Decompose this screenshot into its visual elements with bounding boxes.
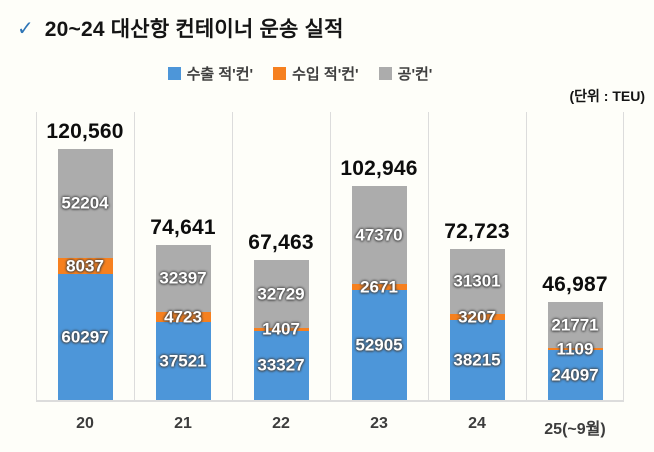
bar-segment: 38215 — [449, 320, 505, 400]
bar-segment: 4723 — [155, 308, 211, 325]
segment-value-label: 4723 — [164, 307, 202, 327]
segment-value-label: 3207 — [458, 307, 496, 327]
bar-segment: 21771 — [547, 302, 603, 348]
legend-item: 수출 적'컨' — [167, 63, 254, 84]
bar-total-label: 74,641 — [150, 215, 216, 239]
segment-value-label: 47370 — [355, 225, 403, 245]
segment-value-label: 31301 — [453, 271, 501, 291]
gridline — [428, 112, 429, 400]
x-axis-label: 24 — [468, 415, 486, 432]
bar-segment: 32397 — [155, 244, 211, 313]
bar-segment: 47370 — [351, 185, 407, 285]
plot-area: 60297 8037 52204 120,560 37521 4723 32397 74,64… — [36, 112, 624, 402]
x-axis-label: 22 — [272, 415, 290, 432]
legend: 수출 적'컨' 수입 적'컨' 공'컨' — [0, 63, 600, 84]
x-axis-label: 23 — [370, 415, 388, 432]
x-axis-label: 21 — [174, 415, 192, 432]
legend-swatch-icon — [273, 67, 287, 80]
segment-value-label: 1109 — [556, 339, 594, 359]
bar-total-label: 67,463 — [248, 230, 314, 254]
x-axis-label: 25(~9월) — [544, 421, 606, 438]
bar-segment: 31301 — [449, 248, 505, 314]
gridline — [134, 112, 135, 400]
bar-column: 38215 3207 31301 — [449, 248, 505, 400]
bar-column: 52905 2671 47370 — [351, 185, 407, 400]
legend-item: 공'컨' — [378, 63, 433, 84]
bar-column: 33327 1407 32729 — [253, 259, 309, 400]
bar-column: 37521 4723 32397 — [155, 244, 211, 400]
gridline — [232, 112, 233, 400]
bar-segment: 37521 — [155, 321, 211, 400]
gridline — [36, 112, 37, 400]
segment-value-label: 32729 — [257, 284, 305, 304]
bar-column: 60297 8037 52204 — [57, 149, 113, 400]
gridline — [330, 112, 331, 400]
segment-value-label: 32397 — [159, 268, 207, 288]
bar-segment: 1407 — [253, 321, 309, 338]
bar-segment: 8037 — [57, 256, 113, 276]
bar-total-label: 46,987 — [542, 273, 608, 297]
check-icon: ✓ — [17, 18, 34, 40]
bar-segment: 1109 — [547, 340, 603, 357]
segment-value-label: 38215 — [453, 350, 501, 370]
legend-label: 수출 적'컨' — [186, 66, 254, 83]
bar-segment: 52905 — [351, 289, 407, 400]
bar-segment: 3207 — [449, 309, 505, 326]
bar-segment: 52204 — [57, 149, 113, 258]
unit-label: (단위 : TEU) — [569, 88, 645, 104]
segment-value-label: 60297 — [61, 327, 109, 347]
bar-segment: 33327 — [253, 330, 309, 400]
segment-value-label: 1407 — [262, 319, 300, 339]
segment-value-label: 24097 — [551, 365, 599, 385]
bar-segment: 60297 — [57, 274, 113, 400]
segment-value-label: 52905 — [355, 335, 403, 355]
segment-value-label: 37521 — [159, 351, 207, 371]
gridline — [623, 112, 624, 400]
segment-value-label: 33327 — [257, 355, 305, 375]
x-axis-label: 20 — [76, 415, 94, 432]
segment-value-label: 8037 — [66, 256, 104, 276]
segment-value-label: 21771 — [551, 315, 599, 335]
legend-label: 수입 적'컨' — [292, 66, 359, 83]
bar-segment: 24097 — [547, 349, 603, 400]
segment-value-label: 2671 — [360, 277, 398, 297]
bar-total-label: 120,560 — [46, 120, 124, 144]
bar-column: 24097 1109 21771 — [547, 302, 603, 400]
legend-item: 수입 적'컨' — [273, 63, 359, 84]
legend-swatch-icon — [167, 67, 181, 80]
segment-value-label: 52204 — [61, 193, 109, 213]
legend-label: 공'컨' — [397, 66, 433, 83]
bar-total-label: 72,723 — [444, 219, 510, 243]
bar-segment: 2671 — [351, 279, 407, 296]
gridline — [526, 112, 527, 400]
chart-header: ✓ 20~24 대산항 컨테이너 운송 실적 — [17, 13, 344, 43]
page-title: 20~24 대산항 컨테이너 운송 실적 — [44, 18, 344, 41]
bar-total-label: 102,946 — [340, 156, 418, 180]
bar-segment: 32729 — [253, 259, 309, 328]
legend-swatch-icon — [378, 67, 392, 80]
